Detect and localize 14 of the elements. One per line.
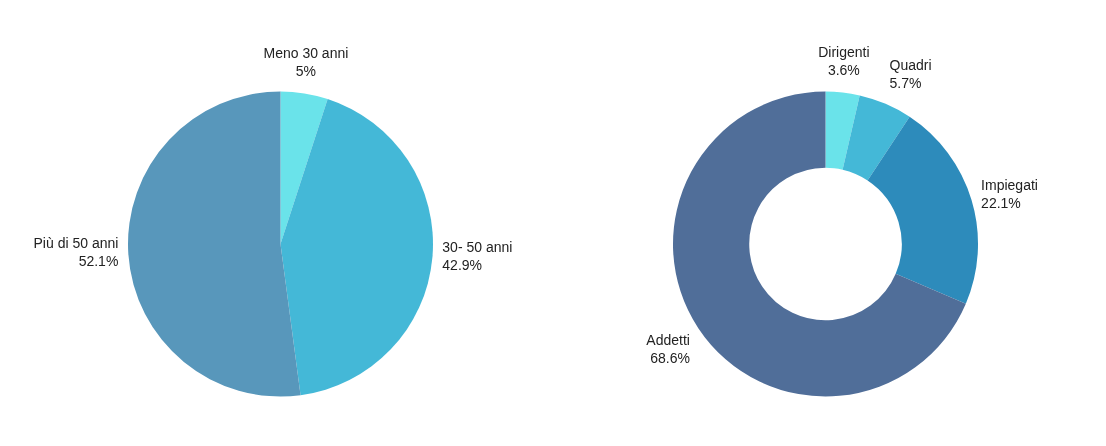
data-label: 5% <box>295 63 317 80</box>
data-label: 22.1% <box>981 195 1021 212</box>
slice-label: Addetti <box>646 331 690 348</box>
slice-label: Più di 50 anni <box>33 234 119 251</box>
data-label: 42.9% <box>442 256 483 273</box>
slice-label: Quadri <box>889 56 932 73</box>
slice-label: Dirigenti <box>818 44 870 61</box>
data-label: 3.6% <box>827 62 860 79</box>
slice-label: Impiegati <box>981 177 1038 194</box>
slice-label: Meno 30 anni <box>263 45 349 62</box>
data-label: 52.1% <box>78 252 119 269</box>
data-label: 68.6% <box>650 349 690 366</box>
data-label: 5.7% <box>889 74 922 91</box>
slice-label: 30- 50 anni <box>442 238 513 255</box>
